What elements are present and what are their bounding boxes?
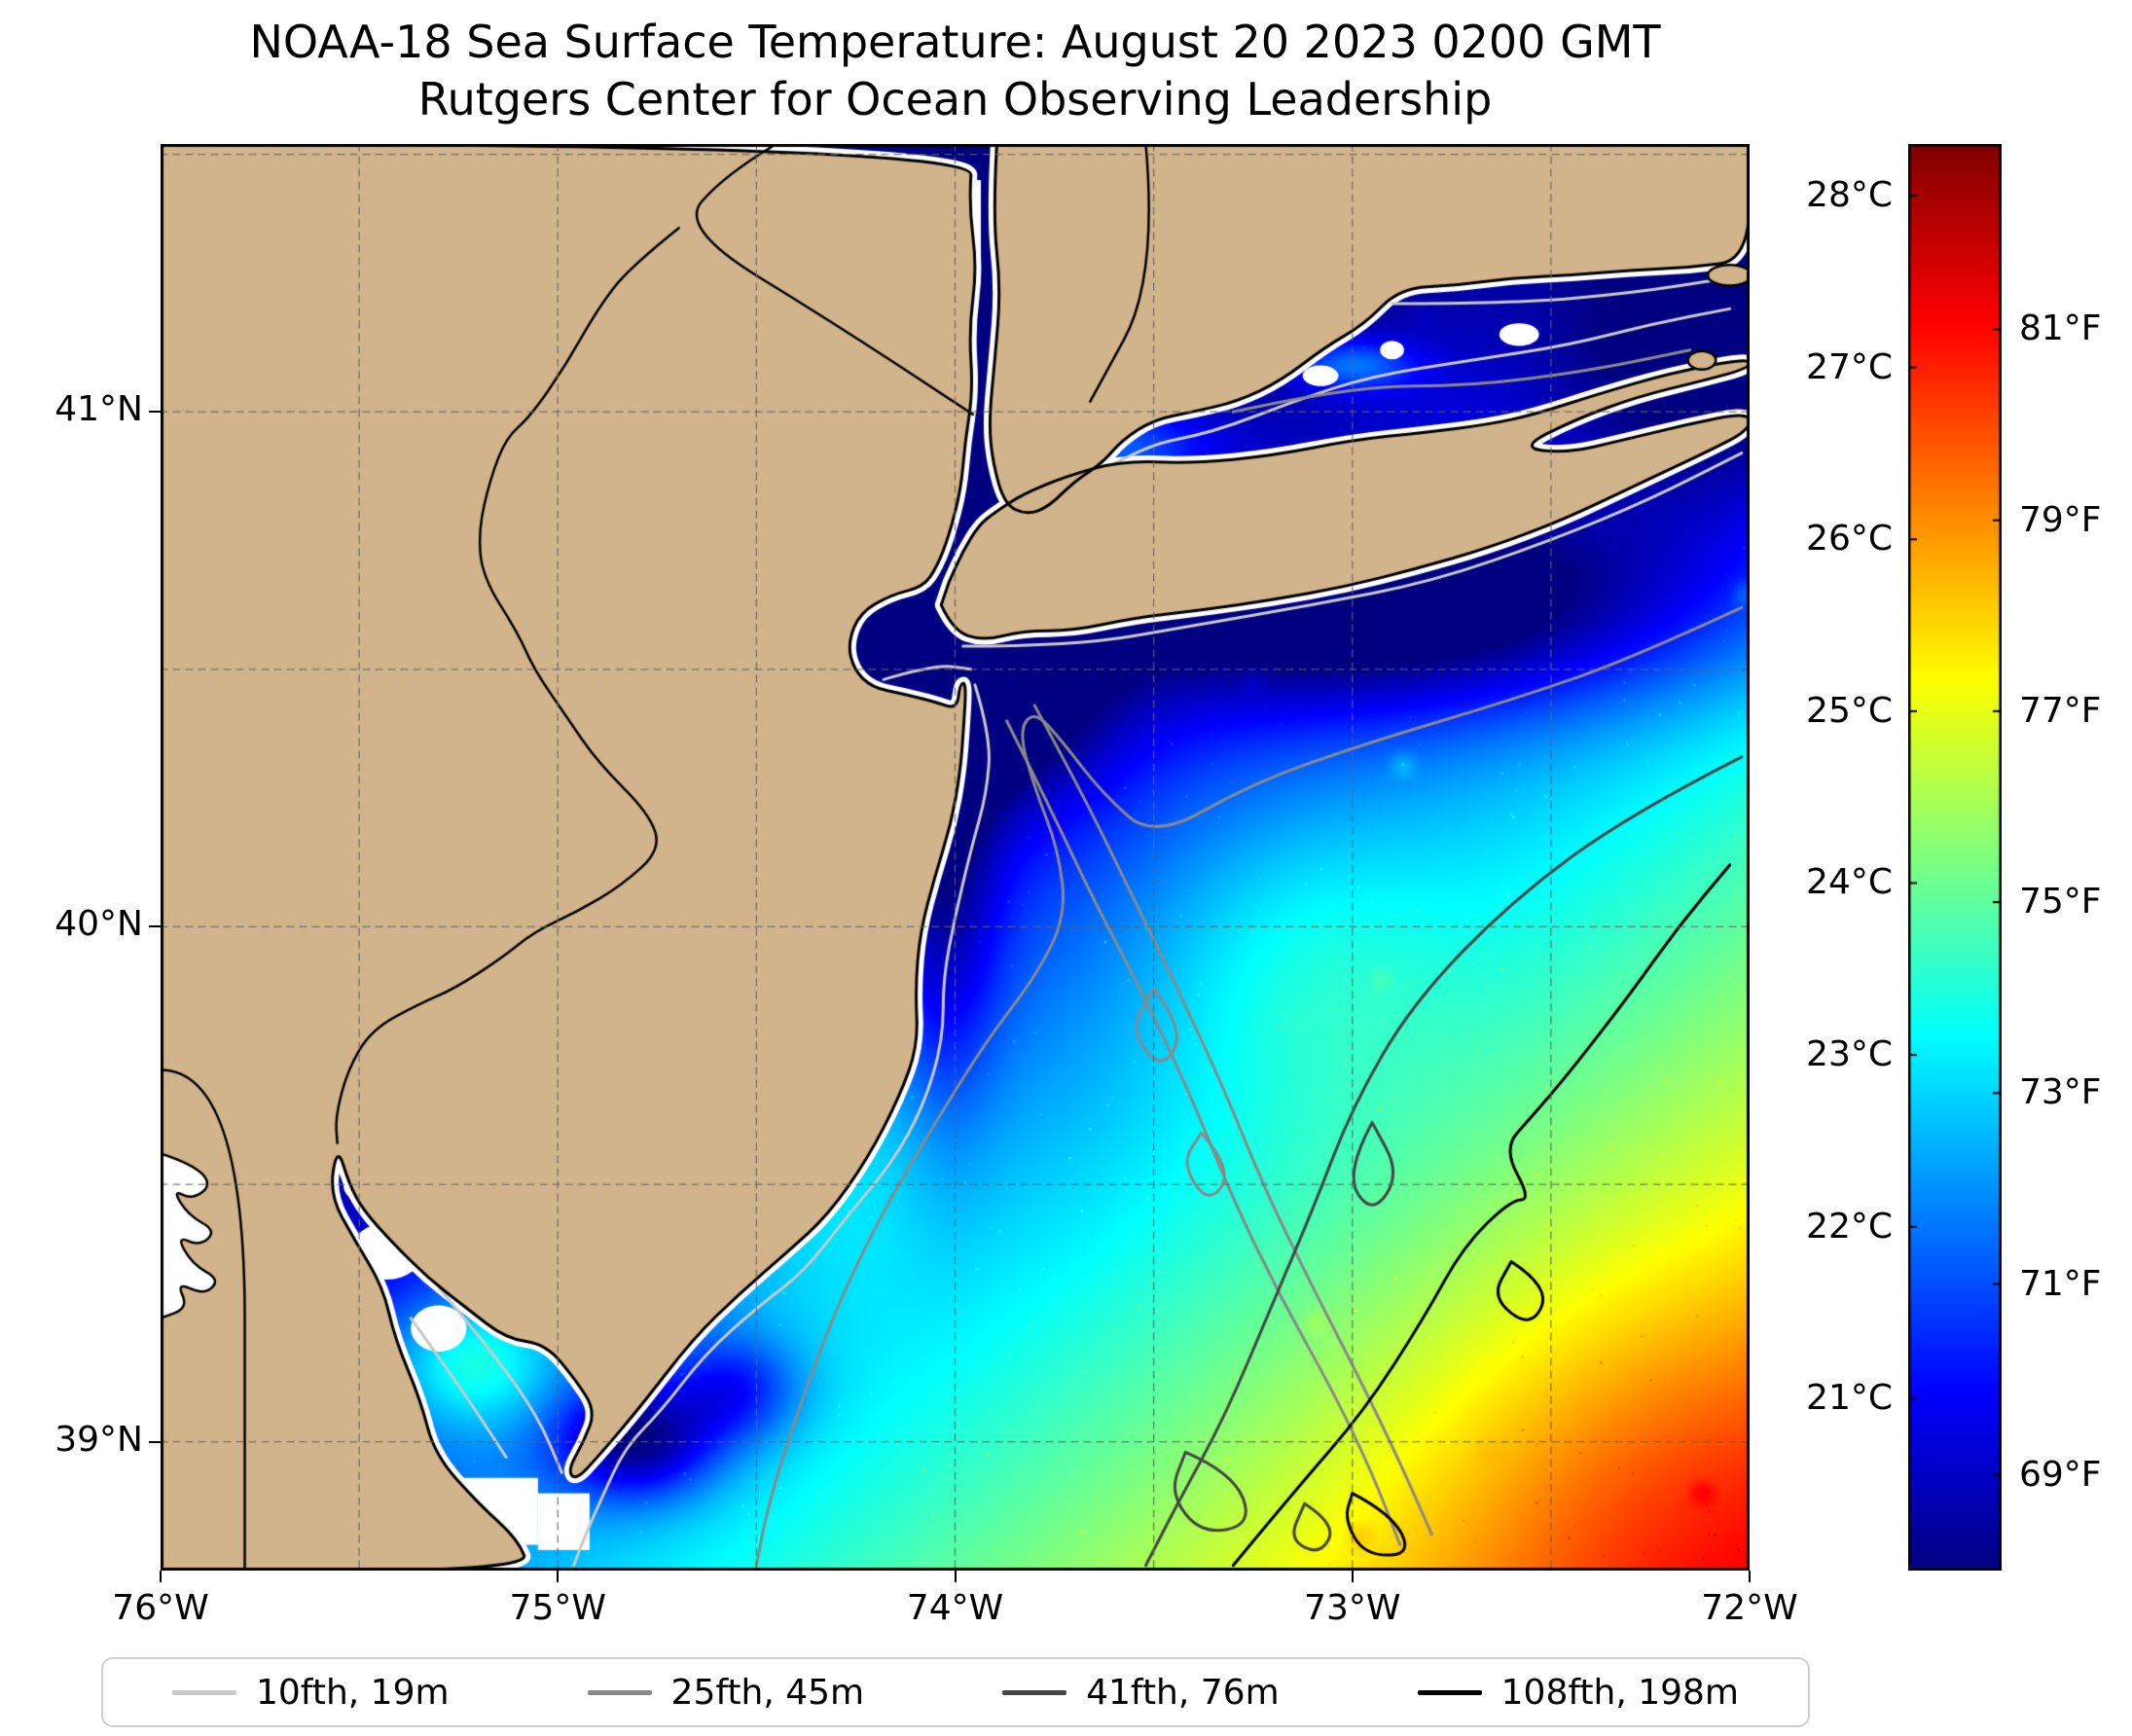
x-tick-mark <box>160 1571 162 1582</box>
chart-title-line1: NOAA-18 Sea Surface Temperature: August … <box>249 16 1661 68</box>
fahrenheit-tick-label: 69°F <box>2019 1454 2102 1495</box>
fahrenheit-tick-label: 71°F <box>2019 1263 2102 1304</box>
legend-line-sample <box>587 1689 652 1695</box>
legend-line-sample <box>1002 1689 1067 1695</box>
chart-title-line2: Rutgers Center for Ocean Observing Leade… <box>417 72 1493 126</box>
legend-line-sample <box>1417 1689 1482 1695</box>
x-tick-label: 75°W <box>509 1588 606 1628</box>
chart-title: NOAA-18 Sea Surface Temperature: August … <box>161 14 1750 128</box>
y-tick-label: 41°N <box>54 389 143 430</box>
y-tick-mark <box>149 925 161 928</box>
legend-item: 108fth, 198m <box>1417 1672 1739 1713</box>
x-tick-label: 73°W <box>1304 1588 1401 1628</box>
celsius-tick-label: 24°C <box>1806 862 1893 903</box>
fahrenheit-tick-label: 81°F <box>2019 308 2102 349</box>
y-tick-mark <box>149 411 161 414</box>
y-tick-label: 39°N <box>54 1419 143 1460</box>
celsius-tick-label: 27°C <box>1806 346 1893 387</box>
legend-item: 25fth, 45m <box>587 1672 865 1713</box>
x-tick-mark <box>557 1571 560 1582</box>
celsius-tick-label: 25°C <box>1806 690 1893 731</box>
x-tick-label: 76°W <box>112 1588 209 1628</box>
legend-item-label: 108fth, 198m <box>1500 1672 1739 1713</box>
y-tick-label: 40°N <box>54 904 143 945</box>
x-tick-mark <box>1749 1571 1751 1582</box>
x-tick-label: 72°W <box>1701 1588 1798 1628</box>
fahrenheit-tick-label: 73°F <box>2019 1072 2102 1113</box>
x-tick-label: 74°W <box>906 1588 1004 1628</box>
fahrenheit-tick-label: 79°F <box>2019 499 2102 540</box>
celsius-tick-label: 26°C <box>1806 519 1893 560</box>
legend: 10fth, 19m 25fth, 45m 41fth, 76m 108fth, 19… <box>101 1657 1810 1727</box>
legend-item: 10fth, 19m <box>172 1673 450 1713</box>
legend-item: 41fth, 76m <box>1002 1673 1280 1713</box>
legend-item-label: 41fth, 76m <box>1086 1672 1280 1713</box>
y-tick-mark <box>149 1440 161 1443</box>
colorbar <box>1908 144 2002 1571</box>
celsius-tick-label: 21°C <box>1806 1378 1893 1419</box>
legend-line-sample <box>172 1689 236 1695</box>
x-tick-mark <box>1351 1571 1354 1582</box>
celsius-tick-label: 22°C <box>1806 1206 1893 1247</box>
x-tick-mark <box>954 1571 957 1582</box>
celsius-tick-label: 28°C <box>1806 174 1893 215</box>
celsius-tick-label: 23°C <box>1806 1034 1893 1075</box>
fahrenheit-tick-label: 77°F <box>2019 690 2102 731</box>
legend-item-label: 10fth, 19m <box>256 1672 450 1713</box>
legend-item-label: 25fth, 45m <box>670 1672 865 1713</box>
fahrenheit-tick-label: 75°F <box>2019 882 2102 922</box>
sst-map-canvas <box>161 144 1750 1571</box>
